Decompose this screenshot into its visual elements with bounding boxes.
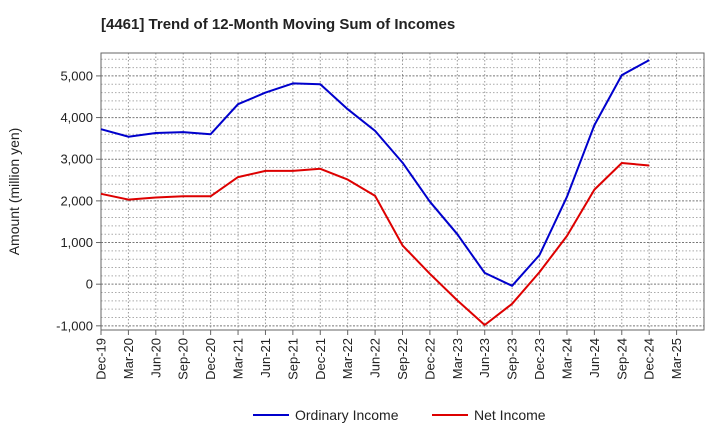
y-axis-label: Amount (million yen) [6, 128, 22, 256]
x-tick-label: Jun-20 [148, 338, 163, 378]
x-tick-label: Dec-23 [532, 338, 547, 380]
y-tick-label: -1,000 [56, 318, 93, 333]
x-tick-label: Mar-21 [231, 338, 246, 379]
legend-label-net-income: Net Income [474, 407, 546, 423]
y-tick-label: 1,000 [60, 235, 93, 250]
chart-title: [4461] Trend of 12-Month Moving Sum of I… [101, 16, 456, 33]
x-axis-ticks: Dec-19 Mar-20 Jun-20 Sep-20 Dec-20 Mar-21 Jun-… [94, 330, 684, 380]
y-tick-label: 3,000 [60, 152, 93, 167]
y-axis-ticks: -1,000 0 1,000 2,000 3,000 4,000 5,000 [56, 68, 101, 333]
legend-label-ordinary-income: Ordinary Income [295, 407, 399, 423]
series-line-ordinary-income [100, 59, 650, 287]
series-line-net-income [100, 162, 650, 326]
x-tick-label: Sep-20 [176, 338, 191, 380]
x-tick-label: Jun-23 [477, 338, 492, 378]
x-tick-label: Dec-20 [203, 338, 218, 380]
x-tick-label: Mar-23 [450, 338, 465, 379]
x-tick-label: Mar-24 [559, 338, 574, 379]
x-tick-label: Sep-23 [505, 338, 520, 380]
y-tick-label: 4,000 [60, 110, 93, 125]
x-tick-label: Sep-24 [614, 338, 629, 380]
grid [101, 53, 704, 330]
series-lines [100, 59, 650, 326]
y-tick-label: 5,000 [60, 68, 93, 83]
x-tick-label: Jun-21 [258, 338, 273, 378]
x-tick-label: Sep-21 [285, 338, 300, 380]
x-tick-label: Mar-25 [669, 338, 684, 379]
legend: Ordinary Income Net Income [253, 407, 546, 423]
x-tick-label: Mar-22 [340, 338, 355, 379]
x-tick-label: Mar-20 [121, 338, 136, 379]
x-tick-label: Dec-24 [642, 338, 657, 380]
x-tick-label: Dec-22 [422, 338, 437, 380]
x-tick-label: Dec-21 [313, 338, 328, 380]
y-tick-label: 0 [86, 277, 93, 292]
x-tick-label: Jun-22 [368, 338, 383, 378]
x-tick-label: Sep-22 [395, 338, 410, 380]
y-tick-label: 2,000 [60, 193, 93, 208]
x-tick-label: Jun-24 [587, 338, 602, 378]
x-tick-label: Dec-19 [94, 338, 109, 380]
